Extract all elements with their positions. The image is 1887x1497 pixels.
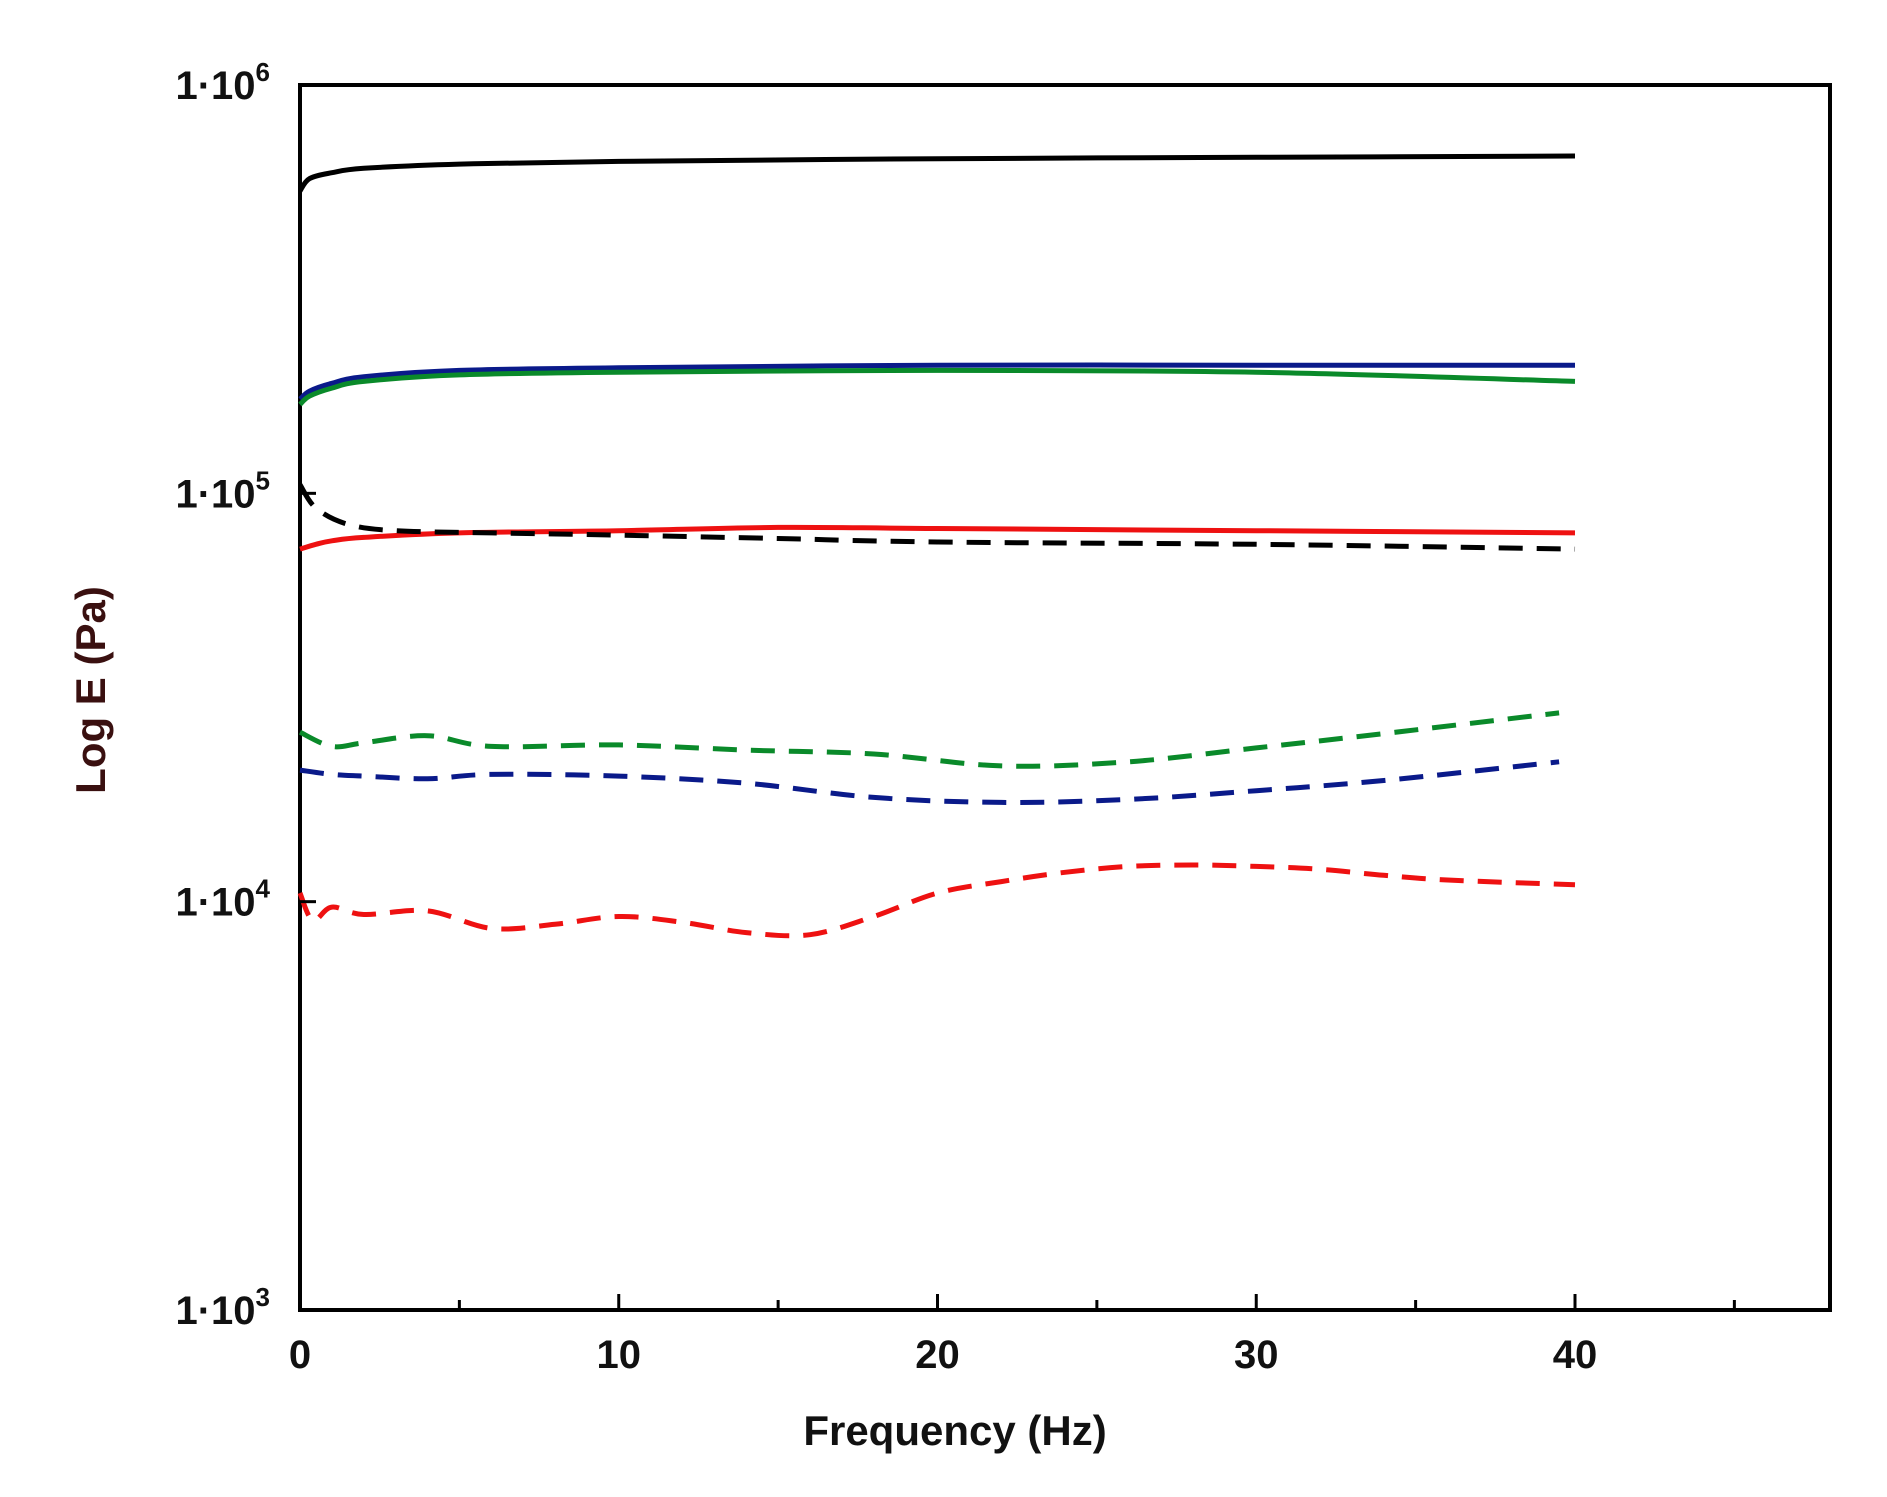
x-tick-label: 20 — [915, 1333, 960, 1377]
series-line-black-dashed — [297, 483, 1576, 552]
y-tick-label: 1·106 — [175, 57, 270, 108]
series-line-green-dashed — [298, 710, 1560, 769]
series-line-blue-solid — [298, 362, 1575, 402]
x-tick-label: 30 — [1234, 1333, 1279, 1377]
series-line-blue-dashed — [299, 759, 1560, 805]
series-line-red-solid — [299, 524, 1576, 552]
y-tick-label: 1·104 — [175, 874, 270, 925]
x-tick-label: 40 — [1553, 1333, 1598, 1377]
series-line-red-dashed — [297, 862, 1576, 939]
series-line-green-solid — [298, 367, 1576, 407]
x-tick-label: 0 — [289, 1333, 311, 1377]
y-axis-ticks: 1·103 1·104 1·105 1·106 — [175, 57, 316, 1333]
x-axis-ticks: 0 10 20 30 40 — [289, 1294, 1736, 1377]
y-axis-title: Log E (Pa) — [67, 586, 114, 794]
x-axis-title: Frequency (Hz) — [803, 1407, 1106, 1454]
series-layer — [297, 153, 1576, 939]
y-tick-label: 1·105 — [175, 465, 270, 516]
series-line-black-solid — [297, 153, 1576, 193]
plot-frame — [298, 83, 1832, 1312]
x-tick-label: 10 — [597, 1333, 642, 1377]
y-tick-label: 1·103 — [175, 1282, 270, 1333]
